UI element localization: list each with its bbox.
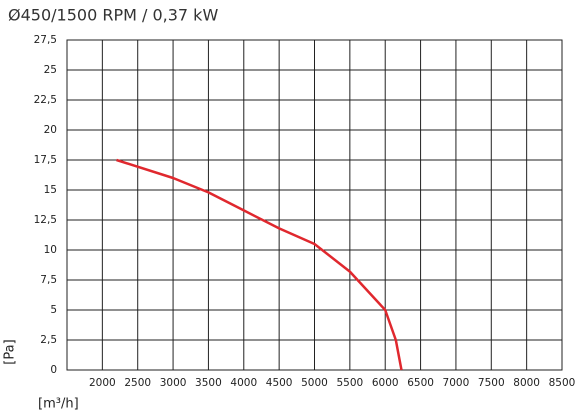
x-tick-label: 4500: [266, 377, 293, 389]
y-tick-label: 20: [44, 124, 57, 136]
y-tick-label: 17,5: [34, 154, 57, 166]
x-tick-label: 8500: [549, 377, 576, 389]
x-tick-label: 4000: [230, 377, 257, 389]
y-tick-label: 12,5: [34, 214, 57, 226]
chart-title: Ø450/1500 RPM / 0,37 kW: [8, 6, 218, 25]
y-tick-label: 27,5: [34, 34, 57, 46]
x-tick-label: 6000: [372, 377, 399, 389]
y-tick-label: 22,5: [34, 94, 57, 106]
x-tick-label: 6500: [407, 377, 434, 389]
x-tick-label: 3000: [160, 377, 187, 389]
y-tick-label: 2,5: [40, 334, 57, 346]
y-axis-label: [Pa]: [3, 339, 18, 364]
x-tick-label: 2500: [124, 377, 151, 389]
x-tick-label: 5000: [301, 377, 328, 389]
x-tick-label: 8000: [513, 377, 540, 389]
y-tick-label: 5: [50, 304, 57, 316]
x-axis-label: [m³/h]: [38, 397, 79, 412]
y-tick-label: 0: [50, 364, 57, 376]
y-tick-label: 10: [44, 244, 57, 256]
x-tick-label: 3500: [195, 377, 222, 389]
x-tick-label: 2000: [89, 377, 116, 389]
x-tick-label: 5500: [336, 377, 363, 389]
curve: [116, 158, 403, 371]
y-tick-label: 7,5: [40, 274, 57, 286]
x-tick-label: 7000: [443, 377, 470, 389]
y-tick-label: 25: [44, 64, 57, 76]
y-tick-label: 15: [44, 184, 57, 196]
x-tick-label: 7500: [478, 377, 505, 389]
